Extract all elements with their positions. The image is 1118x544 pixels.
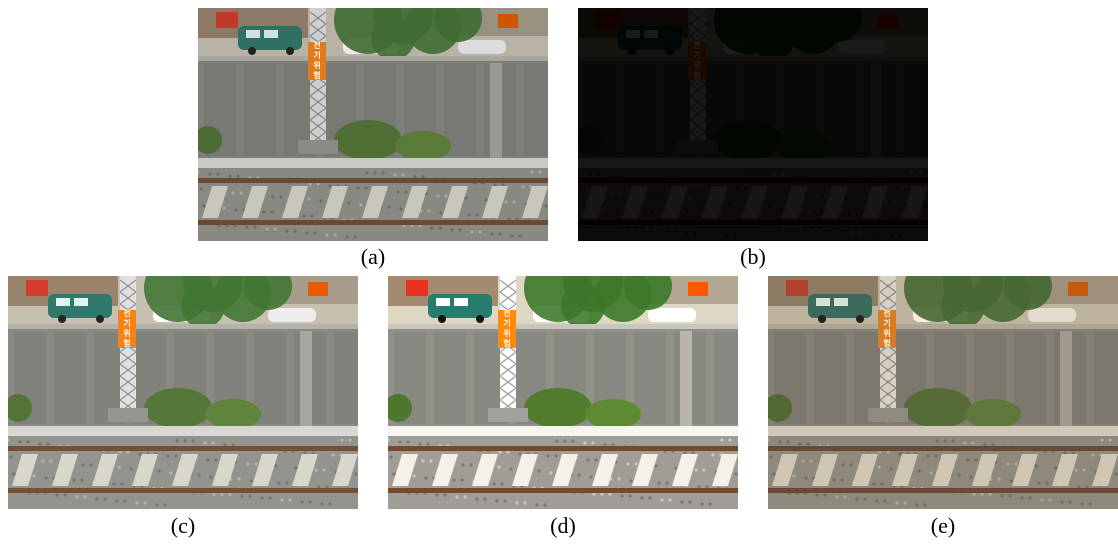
- tree-foliage: [334, 8, 482, 60]
- panel-d-caption: (d): [550, 513, 576, 538]
- panel-b-caption: (b): [740, 244, 766, 269]
- panel-c-scene: [8, 276, 358, 509]
- sign-char: 기: [503, 319, 511, 328]
- sign-char: 위: [123, 329, 131, 338]
- panel-c-caption: (c): [170, 513, 196, 538]
- panel-a-scene: [198, 8, 548, 241]
- sign-char: 기: [883, 319, 891, 328]
- sign-char: 험: [123, 339, 131, 348]
- sign-char: 위: [693, 61, 701, 70]
- tree-foliage: [714, 8, 862, 60]
- sign-char: 전: [503, 309, 511, 318]
- sign-char: 위: [503, 329, 511, 338]
- sign-char: 기: [313, 51, 321, 60]
- van-shape: [428, 294, 492, 323]
- van-shape: [48, 294, 112, 323]
- van-shape: [808, 294, 872, 323]
- sign-char: 기: [693, 51, 701, 60]
- panel-d-scene: [388, 276, 738, 509]
- sign-char: 전: [313, 41, 321, 50]
- panel-e-caption: (e): [930, 513, 956, 538]
- panel-a-caption: (a): [360, 244, 386, 269]
- panel-e-scene: [768, 276, 1118, 509]
- sign-char: 험: [693, 71, 701, 80]
- sign-char: 험: [313, 71, 321, 80]
- sign-char: 전: [123, 309, 131, 318]
- tree-foliage: [904, 276, 1052, 328]
- tree-foliage: [144, 276, 292, 328]
- tree-foliage: [524, 276, 672, 328]
- sign-char: 전: [883, 309, 891, 318]
- sign-char: 험: [503, 339, 511, 348]
- sign-char: 전: [693, 41, 701, 50]
- van-shape: [618, 26, 682, 55]
- sign-char: 험: [883, 339, 891, 348]
- van-shape: [238, 26, 302, 55]
- sign-char: 위: [313, 61, 321, 70]
- panel-b-scene: [578, 8, 928, 241]
- sign-char: 위: [883, 329, 891, 338]
- sign-char: 기: [123, 319, 131, 328]
